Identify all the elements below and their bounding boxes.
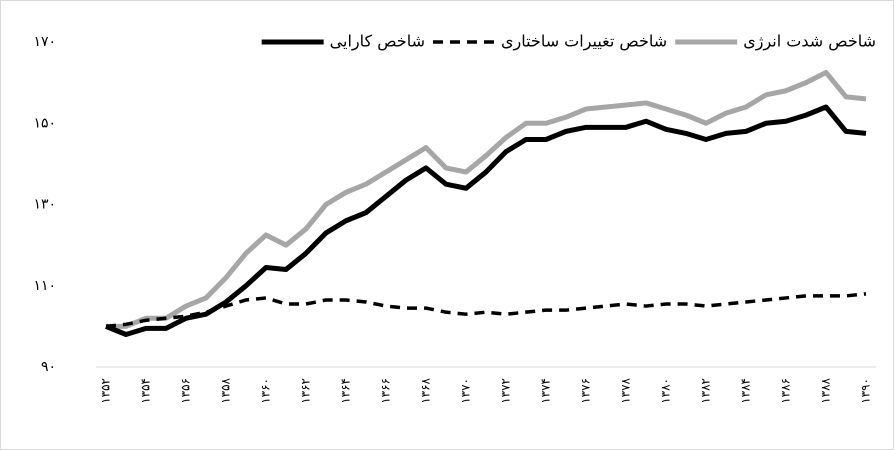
x-tick-label: ۱۳۸۴ — [739, 378, 753, 404]
x-tick-label: ۱۳۵۴ — [139, 378, 153, 404]
x-tick-label: ۱۳۷۲ — [499, 378, 513, 404]
y-tick-label: ۱۳۰ — [33, 197, 56, 213]
x-tick-label: ۱۳۹۰ — [859, 378, 873, 404]
x-tick-label: ۱۳۵۶ — [179, 378, 193, 404]
x-tick-label: ۱۳۶۶ — [379, 378, 393, 404]
x-tick-label: ۱۳۸۲ — [699, 378, 713, 404]
legend-label: شاخص تغییرات ساختاری — [501, 32, 667, 52]
legend-label: شاخص شدت انرژی — [743, 32, 876, 52]
series-line — [106, 69, 867, 329]
x-tick-label: ۱۳۶۰ — [259, 378, 273, 404]
legend-label: شاخص کارایی — [330, 32, 425, 52]
x-tick-label: ۱۳۷۰ — [459, 378, 473, 404]
y-tick-label: ۱۵۰ — [33, 115, 56, 131]
y-tick-label: ۹۰ — [41, 359, 56, 375]
x-tick-label: ۱۳۷۴ — [539, 378, 553, 404]
x-tick-label: ۱۳۷۸ — [619, 377, 633, 403]
x-tick-label: ۱۳۶۸ — [419, 377, 433, 403]
series-line — [105, 104, 867, 337]
x-tick-label: ۱۳۷۶ — [579, 378, 593, 404]
x-tick-label: ۱۳۸۸ — [819, 377, 833, 403]
x-tick-label: ۱۳۸۶ — [779, 378, 793, 404]
x-tick-label: ۱۳۶۴ — [339, 378, 353, 404]
x-tick-label: ۱۳۶۲ — [299, 378, 313, 404]
x-tick-label: ۱۳۸۰ — [659, 378, 673, 404]
x-tick-label: ۱۳۵۸ — [219, 377, 233, 403]
y-tick-label: ۱۷۰ — [33, 34, 56, 50]
x-tick-label: ۱۳۵۲ — [99, 378, 113, 404]
y-tick-label: ۱۱۰ — [33, 278, 56, 294]
